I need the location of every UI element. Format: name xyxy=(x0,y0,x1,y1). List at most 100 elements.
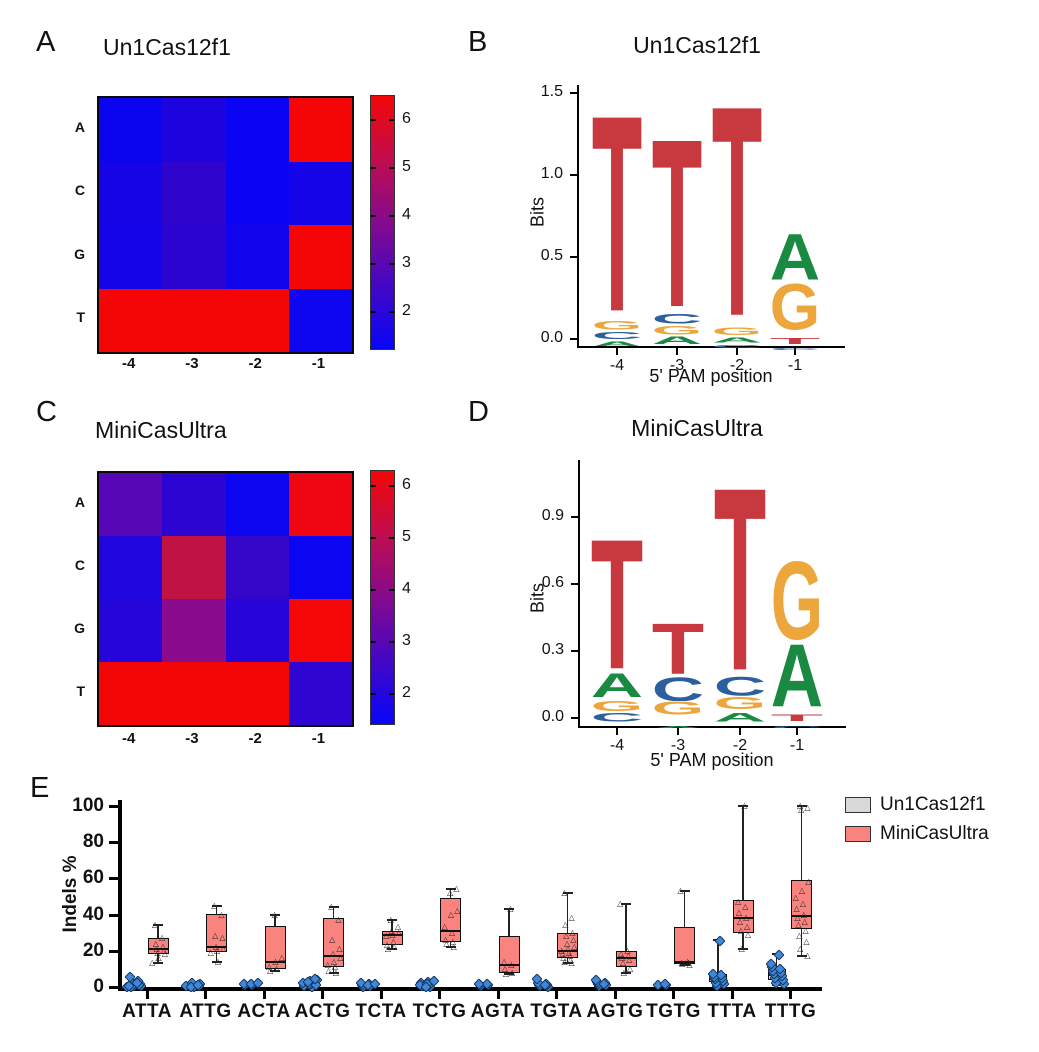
boxplot-x-axis xyxy=(118,987,822,991)
point-triangle: △ xyxy=(151,920,158,930)
point-triangle: △ xyxy=(679,959,686,969)
point-triangle: △ xyxy=(792,893,799,903)
legend-label-minicasultra: MiniCasUltra xyxy=(880,823,989,844)
whisker-cap xyxy=(328,906,339,909)
point-triangle: △ xyxy=(804,802,811,812)
point-triangle: △ xyxy=(741,801,748,810)
point-triangle: △ xyxy=(271,909,278,919)
svg-text:G: G xyxy=(652,326,702,335)
logo-x-axis xyxy=(578,726,846,728)
colorbar-tick-label: 5 xyxy=(402,157,411,175)
heatmap-cell-T-1 xyxy=(288,662,352,725)
point-triangle: △ xyxy=(447,909,455,919)
point-triangle: △ xyxy=(218,909,225,919)
box-median xyxy=(791,915,812,918)
point-triangle: △ xyxy=(337,953,344,963)
colorbar-tick xyxy=(371,537,376,540)
logo-d-xlabel: 5' PAM position xyxy=(650,750,774,770)
point-dot xyxy=(714,935,726,947)
boxplot-x-tick-label: TTTG xyxy=(764,1001,817,1022)
svg-text:C: C xyxy=(714,676,766,696)
point-triangle: △ xyxy=(453,884,460,894)
logo-x-tick xyxy=(736,348,738,355)
point-triangle: △ xyxy=(617,898,624,908)
svg-text:A: A xyxy=(770,232,820,281)
logo-x-tick-label: -2 xyxy=(732,737,748,754)
whisker-cap xyxy=(562,891,573,894)
point-triangle: △ xyxy=(153,943,160,953)
point-triangle: △ xyxy=(154,947,161,957)
svg-text:T: T xyxy=(771,714,823,721)
heatmap-cell-T-3 xyxy=(162,662,226,725)
colorbar-tick xyxy=(389,118,394,121)
whisker-cap xyxy=(270,969,280,972)
boxplot-x-tick-label: AGTA xyxy=(470,1001,526,1022)
box-median xyxy=(264,960,286,963)
colorbar-tick xyxy=(371,310,376,313)
box-rect xyxy=(674,927,695,965)
box-rect xyxy=(498,936,520,973)
logo-letter-A: A xyxy=(651,715,705,729)
point-triangle: △ xyxy=(570,934,577,944)
point-triangle: △ xyxy=(684,956,691,966)
logo-x-tick-label: -4 xyxy=(609,737,625,754)
box-rect xyxy=(264,926,286,969)
colorbar-tick xyxy=(371,640,376,643)
heatmap-cell-C-3 xyxy=(162,161,226,225)
logo-y-tick xyxy=(571,516,578,519)
logo-letter-G: G xyxy=(651,322,703,338)
point-triangle: △ xyxy=(686,960,693,970)
point-dot xyxy=(772,949,785,962)
point-triangle: △ xyxy=(391,942,398,952)
heatmap-MiniCasUltra xyxy=(97,471,354,727)
point-triangle: △ xyxy=(384,943,392,953)
colorbar-tick xyxy=(389,214,394,217)
whisker-cap xyxy=(445,888,456,891)
point-triangle: △ xyxy=(626,954,633,964)
colorbar-tick-label: 6 xyxy=(402,476,411,494)
colorbar-tick-label: 6 xyxy=(402,109,411,127)
point-triangle: △ xyxy=(793,904,800,914)
point-triangle: △ xyxy=(331,962,338,972)
boxplot-x-tick xyxy=(145,991,149,999)
point-triangle: △ xyxy=(678,957,685,967)
logo-letter-C: C xyxy=(713,671,767,701)
whisker-cap xyxy=(562,962,573,965)
boxplot-x-tick-label: TGTG xyxy=(646,1001,701,1022)
boxplot-x-tick-label: ATTA xyxy=(122,1001,172,1022)
point-triangle: △ xyxy=(502,969,509,979)
panel-label-c: C xyxy=(36,396,57,428)
heatmap-cell-A-1 xyxy=(288,98,352,162)
logo-y-tick xyxy=(570,92,577,94)
point-triangle: △ xyxy=(565,947,572,957)
boxplot-y-tick-label: 100 xyxy=(72,795,104,816)
heatmap-cell-T-2 xyxy=(225,662,289,725)
point-triangle: △ xyxy=(213,945,221,955)
point-triangle: △ xyxy=(559,949,566,959)
point-triangle: △ xyxy=(155,953,162,963)
boxplot-y-tick xyxy=(109,913,118,917)
svg-text:T: T xyxy=(591,533,643,672)
point-triangle: △ xyxy=(220,943,227,953)
logo-y-tick xyxy=(570,256,577,258)
whisker-cap xyxy=(621,971,631,974)
whisker-cap xyxy=(504,973,514,976)
whisker-cap xyxy=(621,902,631,905)
logo-letter-A: A xyxy=(769,222,821,295)
point-triangle: △ xyxy=(744,929,752,939)
boxplot-x-tick-label: ATTG xyxy=(179,1001,232,1022)
colorbar-tick-label: 5 xyxy=(402,528,411,546)
logo-y-tick xyxy=(571,717,578,719)
point-triangle: △ xyxy=(797,943,804,953)
heatmap-col-label: -1 xyxy=(311,355,326,372)
point-triangle: △ xyxy=(214,956,221,966)
point-triangle: △ xyxy=(383,931,390,941)
point-triangle: △ xyxy=(450,942,457,952)
point-triangle: △ xyxy=(568,913,575,923)
point-triangle: △ xyxy=(742,902,749,912)
logo-x-tick xyxy=(616,728,618,735)
logo-x-tick xyxy=(794,348,796,355)
logo-letter-G: G xyxy=(713,693,767,713)
logo-letter-C: C xyxy=(591,326,643,341)
